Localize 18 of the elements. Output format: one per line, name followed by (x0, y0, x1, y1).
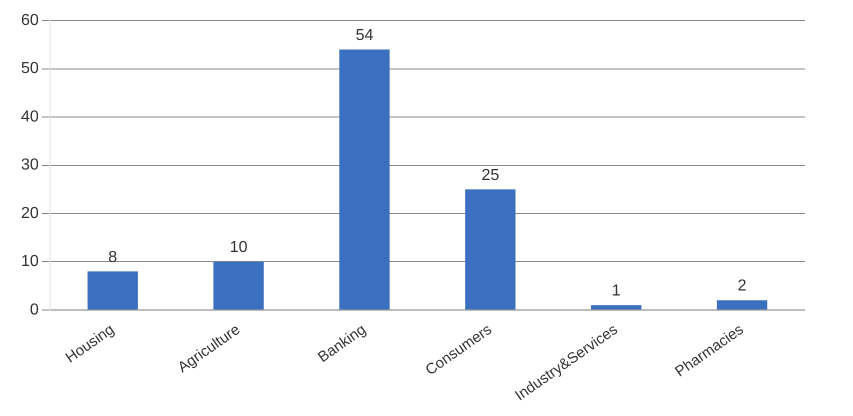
bar (465, 189, 516, 310)
y-tick-label: 10 (21, 253, 39, 270)
data-label: 2 (738, 278, 747, 295)
y-tick-label: 30 (21, 156, 39, 174)
data-label: 10 (230, 239, 248, 256)
y-tick-label: 60 (21, 12, 39, 30)
bar (339, 50, 390, 310)
y-tick-label: 40 (21, 108, 39, 126)
y-tick-label: 50 (21, 60, 39, 78)
data-label: 25 (481, 166, 500, 184)
bar (213, 262, 264, 310)
bar (88, 271, 138, 310)
data-label: 54 (356, 26, 374, 44)
bar (716, 300, 768, 310)
data-label: 1 (612, 282, 621, 300)
bar (591, 305, 642, 310)
y-tick-label: 20 (21, 204, 39, 222)
y-tick-label: 0 (30, 301, 39, 318)
